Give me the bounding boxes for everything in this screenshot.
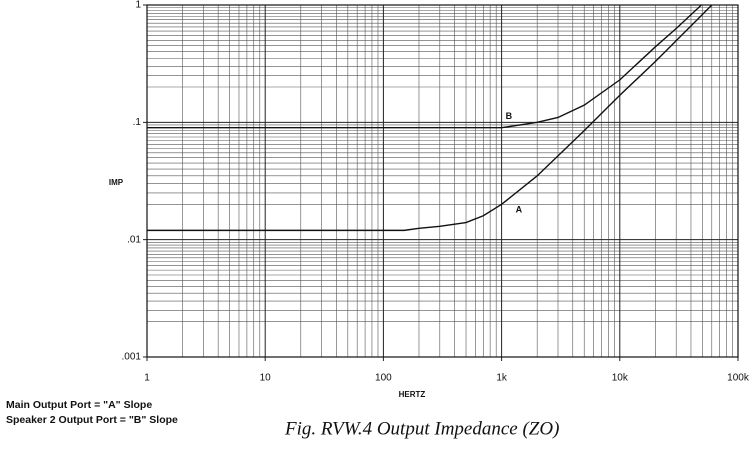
series-line xyxy=(147,4,702,129)
caption: Fig. RVW.4 Output Impedance (ZO) xyxy=(284,418,559,439)
plot-area xyxy=(143,4,739,361)
x-tick-label: 100k xyxy=(727,373,750,384)
x-tick-label: 100 xyxy=(375,373,392,384)
x-tick-label: 1k xyxy=(496,373,508,384)
series-label: A xyxy=(516,205,523,215)
x-axis-label: HERTZ xyxy=(399,390,426,399)
y-tick-label: .1 xyxy=(133,117,142,128)
y-tick-label: .01 xyxy=(127,234,141,245)
x-tick-label: 10k xyxy=(612,373,629,384)
x-tick-label: 1 xyxy=(144,373,150,384)
note: Speaker 2 Output Port = "B" Slope xyxy=(6,414,178,426)
y-tick-label: 1 xyxy=(135,0,141,11)
series-line xyxy=(147,4,713,232)
y-axis-label: IMP xyxy=(109,178,124,187)
y-tick-label: .001 xyxy=(122,352,142,363)
series-label: B xyxy=(506,111,513,121)
note: Main Output Port = "A" Slope xyxy=(6,399,152,411)
x-tick-label: 10 xyxy=(260,373,272,384)
plot-frame xyxy=(146,4,739,358)
